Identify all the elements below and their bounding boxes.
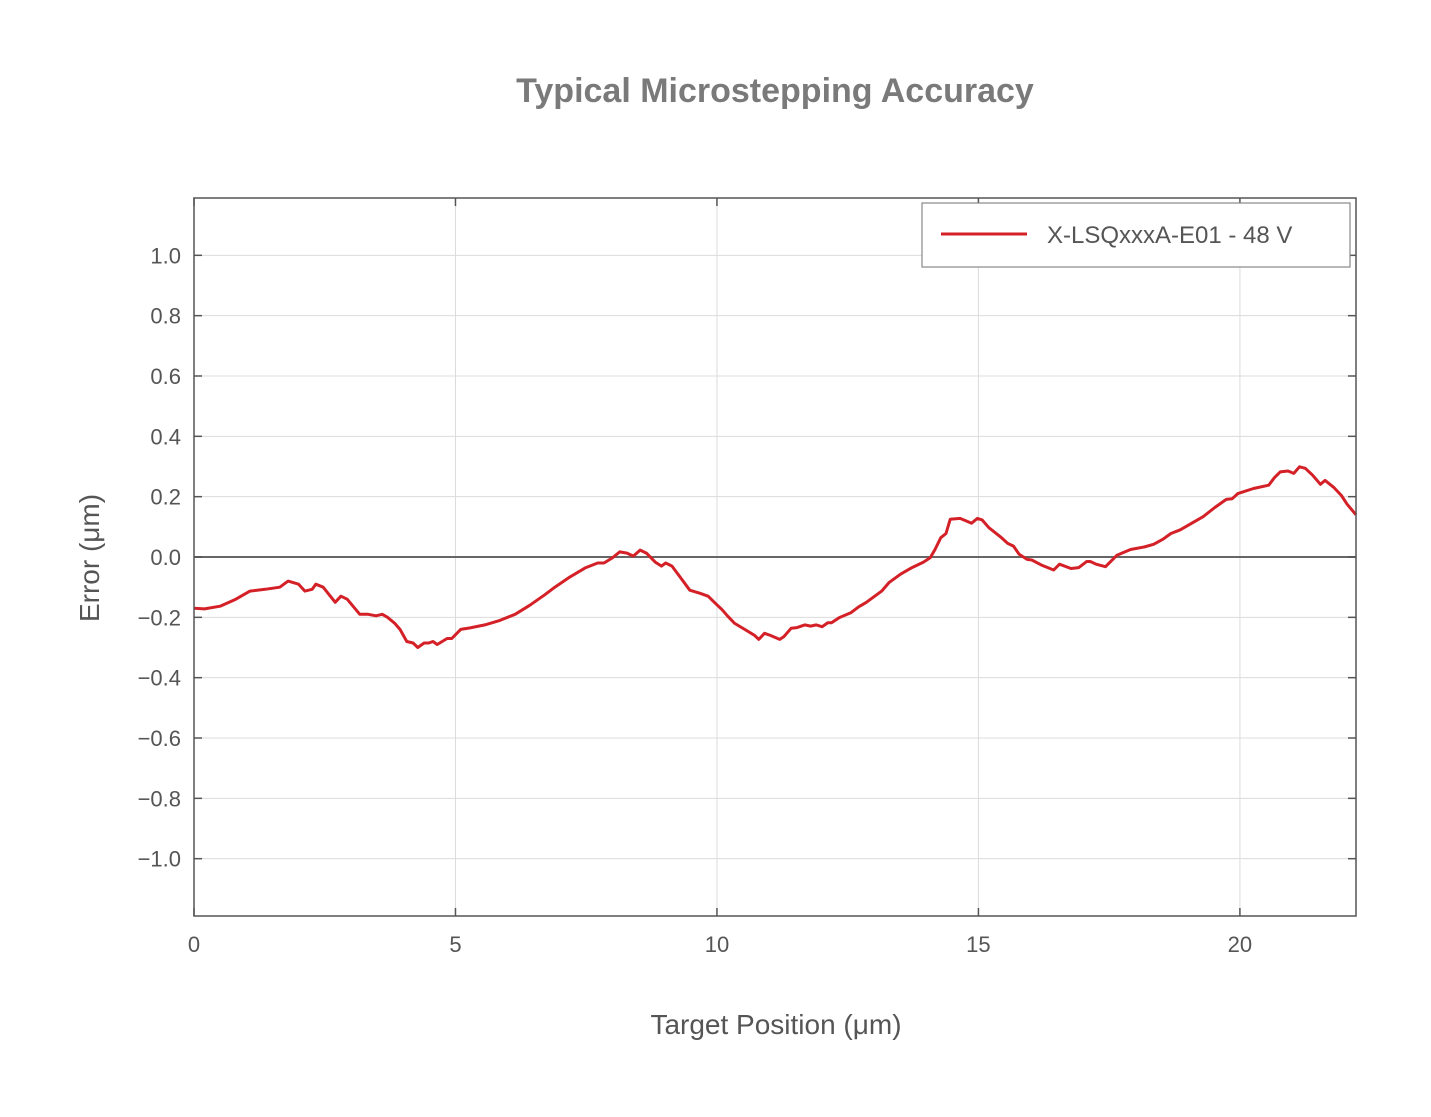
y-tick-label: 0.2	[150, 485, 181, 510]
legend-label: X-LSQxxxA-E01 - 48 V	[1047, 222, 1292, 249]
x-tick-label: 0	[188, 932, 200, 957]
x-axis-label: Target Position (μm)	[650, 1009, 901, 1040]
y-tick-label: −0.8	[138, 786, 181, 811]
y-tick-label: −0.2	[138, 605, 181, 630]
x-tick-label: 10	[705, 932, 729, 957]
chart-title: Typical Microstepping Accuracy	[516, 72, 1034, 110]
plot-frame	[193, 197, 1357, 917]
x-tick-label: 5	[449, 932, 461, 957]
y-tick-label: −1.0	[138, 847, 181, 872]
y-tick-label: 0.8	[150, 304, 181, 329]
y-tick-label: 0.0	[150, 545, 181, 570]
x-tick-label: 20	[1228, 932, 1252, 957]
y-tick-label: −0.4	[138, 666, 181, 691]
legend: X-LSQxxxA-E01 - 48 V	[921, 202, 1351, 268]
ticks: 0 5 10 15 20 1.0 0.8 0.6 0.4 0.2 0.0 −0.2 −0.4 −0.6 −0…	[138, 198, 1356, 957]
y-axis-label: Error (μm)	[74, 494, 105, 622]
y-tick-label: −0.6	[138, 726, 181, 751]
series-line	[193, 465, 1358, 649]
x-tick-label: 15	[966, 932, 990, 957]
y-tick-label: 0.4	[150, 424, 181, 449]
y-tick-label: 1.0	[150, 243, 181, 268]
y-tick-label: 0.6	[150, 364, 181, 389]
series-group	[193, 465, 1358, 649]
grid	[193, 198, 1356, 916]
